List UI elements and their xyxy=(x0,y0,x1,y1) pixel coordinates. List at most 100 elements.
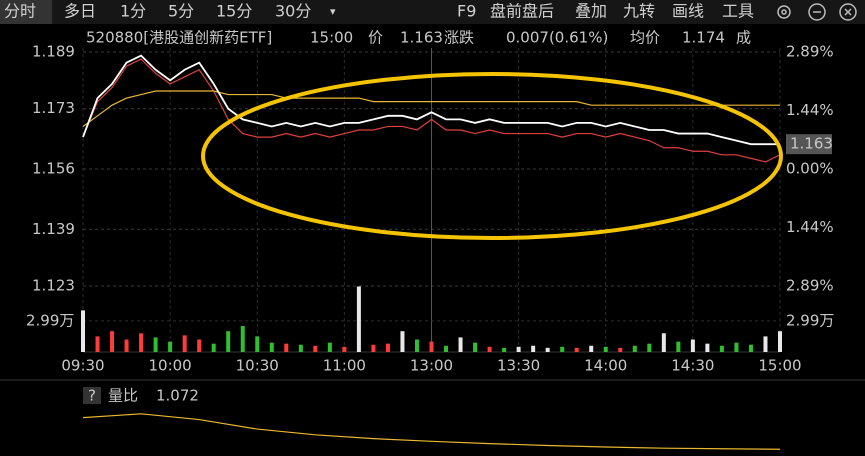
last-price-label: 1.163 xyxy=(790,135,833,153)
volume-bar xyxy=(414,339,419,352)
volume-bar xyxy=(603,346,608,352)
volume-bar xyxy=(385,343,390,352)
volume-bar xyxy=(719,345,724,352)
volume-bar xyxy=(356,286,361,352)
price-line xyxy=(82,58,781,163)
volume-bar xyxy=(632,345,637,352)
volume-bar xyxy=(545,347,550,352)
y2-tick-label: 2.89% xyxy=(786,43,834,61)
toolbar-tool[interactable]: 工具 xyxy=(722,2,754,21)
volume-bar xyxy=(487,346,492,352)
volume-bar xyxy=(589,345,594,352)
toolbar-tool[interactable]: 叠加 xyxy=(575,2,607,21)
volume-bar xyxy=(81,310,85,352)
toolbar-tab[interactable]: 5分 xyxy=(168,2,194,21)
volume-bar xyxy=(661,333,666,352)
y2-tick-label: 1.44% xyxy=(786,218,834,236)
x-tick-label: 13:00 xyxy=(410,357,453,375)
ratio-line xyxy=(82,413,781,450)
volume-bar xyxy=(298,344,303,352)
volume-bar xyxy=(516,346,521,352)
volume-bar xyxy=(473,342,478,352)
y2-tick-label: 1.44% xyxy=(786,101,834,119)
volume-bar xyxy=(269,342,274,352)
volume-bar xyxy=(284,343,289,352)
toolbar-tool[interactable]: F9 xyxy=(457,2,476,21)
volume-bar xyxy=(400,331,405,352)
volume-bar xyxy=(429,341,434,352)
x-tick-label: 09:30 xyxy=(61,357,104,375)
volume-bar xyxy=(226,331,231,352)
x-tick-label: 11:00 xyxy=(323,357,366,375)
y-tick-label: 1.189 xyxy=(32,43,75,61)
volume-tick-label: 2.99万 xyxy=(786,311,834,329)
x-tick-label: 10:30 xyxy=(236,357,279,375)
x-tick-label: 14:30 xyxy=(671,357,714,375)
volume-bar xyxy=(342,346,347,352)
header-text: 15:00 xyxy=(310,29,353,47)
volume-bar xyxy=(240,326,245,352)
header-text: 1.163 xyxy=(400,29,443,47)
volume-bar xyxy=(124,339,129,352)
price-line xyxy=(82,90,780,127)
volume-bar xyxy=(502,347,507,352)
toolbar-tab[interactable]: 15分 xyxy=(216,2,252,21)
volume-bar xyxy=(618,347,623,352)
header-text: 520880[港股通创新药ETF] xyxy=(86,29,272,47)
volume-tick-label: 2.99万 xyxy=(26,311,74,329)
volume-bar xyxy=(444,345,449,352)
toolbar-tab[interactable]: 多日 xyxy=(64,2,96,21)
toolbar-more[interactable]: ▾ xyxy=(330,5,336,18)
x-tick-label: 14:00 xyxy=(584,357,627,375)
volume-bar xyxy=(458,337,463,352)
help-icon[interactable]: ? xyxy=(88,387,96,405)
toolbar xyxy=(0,0,865,24)
header-text: 0.007(0.61%) xyxy=(506,29,608,47)
toolbar-tab[interactable]: 分时 xyxy=(4,2,36,21)
volume-bar xyxy=(647,343,652,352)
volume-bar xyxy=(748,344,753,352)
volume-bar xyxy=(313,345,318,352)
volume-bar xyxy=(110,331,115,352)
volume-bar xyxy=(95,336,100,352)
header-text: 成 xyxy=(736,29,751,47)
y-tick-label: 1.123 xyxy=(32,277,75,295)
tab-selected xyxy=(0,0,52,24)
volume-bar xyxy=(197,339,202,352)
volume-bar xyxy=(255,336,260,352)
toolbar-tool[interactable]: 盘前盘后 xyxy=(490,2,554,21)
toolbar-icons[interactable] xyxy=(777,3,857,21)
toolbar-tool[interactable]: 画线 xyxy=(672,2,704,21)
volume-bar xyxy=(182,335,187,352)
toolbar-tool[interactable]: 九转 xyxy=(623,2,655,21)
volume-bar xyxy=(371,344,376,352)
ratio-value: 1.072 xyxy=(156,387,199,405)
toolbar-tab[interactable]: 1分 xyxy=(120,2,146,21)
volume-bar xyxy=(327,342,332,352)
volume-bar xyxy=(690,339,695,352)
price-line xyxy=(82,54,780,146)
volume-bar xyxy=(705,343,710,352)
y2-tick-label: 0.00% xyxy=(786,160,834,178)
y-tick-label: 1.139 xyxy=(32,220,75,238)
volume-bar xyxy=(531,345,536,352)
highlight-ellipse xyxy=(201,72,783,240)
volume-bar xyxy=(139,333,144,352)
volume-bar xyxy=(560,346,565,352)
volume-bar xyxy=(763,336,768,352)
header-text: 均价 xyxy=(630,29,660,47)
y-tick-label: 1.156 xyxy=(32,160,75,178)
header-text: 涨跌 xyxy=(444,29,474,47)
toolbar-tab[interactable]: 30分 xyxy=(275,2,311,21)
x-tick-label: 10:00 xyxy=(149,357,192,375)
volume-bar xyxy=(676,341,681,352)
header-text: 1.174 xyxy=(682,29,725,47)
y-tick-label: 1.173 xyxy=(32,99,75,117)
x-tick-label: 13:30 xyxy=(497,357,540,375)
volume-bar xyxy=(168,341,173,352)
last-price-box xyxy=(786,134,832,155)
ratio-label: 量比 xyxy=(108,387,138,405)
help-box[interactable] xyxy=(83,387,101,404)
y2-tick-label: 2.89% xyxy=(786,277,834,295)
